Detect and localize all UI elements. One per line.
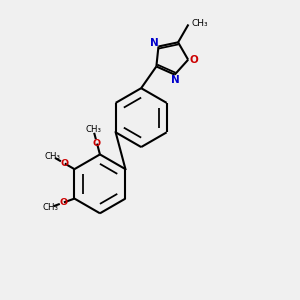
Text: N: N — [171, 75, 180, 85]
Text: CH₃: CH₃ — [42, 203, 58, 212]
Text: O: O — [60, 198, 68, 207]
Text: CH₃: CH₃ — [85, 125, 101, 134]
Text: N: N — [150, 38, 159, 48]
Text: CH₃: CH₃ — [44, 152, 60, 161]
Text: CH₃: CH₃ — [192, 19, 208, 28]
Text: O: O — [189, 55, 198, 65]
Text: O: O — [93, 139, 101, 148]
Text: O: O — [61, 159, 69, 168]
